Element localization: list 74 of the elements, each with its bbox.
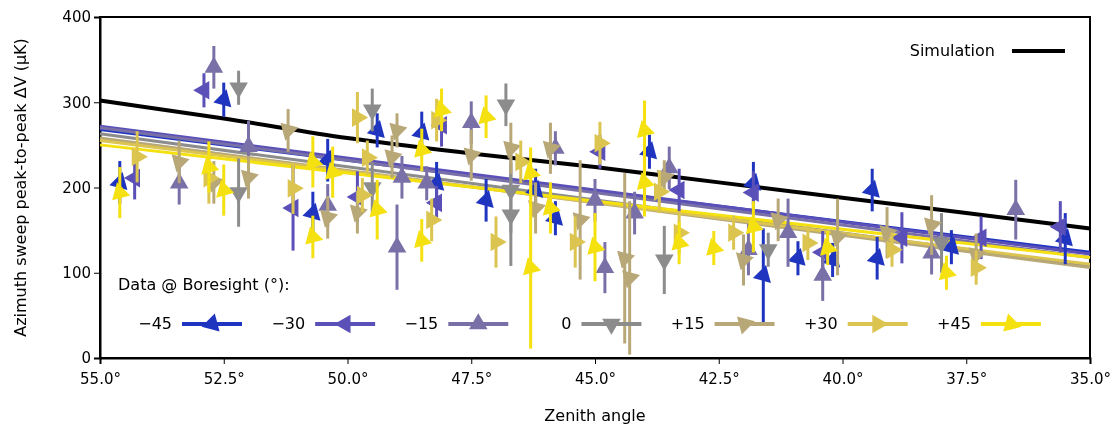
x-axis-title: Zenith angle [544, 406, 646, 425]
y-axis-title: Azimuth sweep peak-to-peak ΔV (µK) [11, 38, 30, 337]
point [938, 262, 957, 281]
point [813, 264, 833, 281]
point [216, 179, 235, 198]
point [478, 106, 497, 125]
legend-label: +45 [937, 314, 971, 333]
x-tick-label: 55.0° [80, 369, 121, 388]
legend-label: +30 [803, 314, 838, 333]
legend-label: −15 [404, 314, 439, 333]
point [287, 179, 304, 198]
y-tick-label: 300 [62, 93, 91, 112]
point [1006, 198, 1026, 216]
point [361, 148, 379, 167]
point [820, 237, 839, 256]
point [356, 185, 374, 205]
point [787, 247, 806, 266]
point [706, 237, 725, 256]
point [389, 122, 408, 141]
point [201, 156, 220, 175]
point [369, 199, 388, 218]
y-tick-label: 100 [62, 264, 91, 283]
y-tick-label: 400 [62, 8, 91, 27]
x-tick-label: 47.5° [451, 369, 493, 388]
point [352, 108, 369, 127]
point [941, 236, 959, 255]
point [490, 232, 507, 252]
legend-label: +15 [670, 314, 705, 333]
legend-label: Simulation [909, 41, 995, 60]
point [671, 232, 690, 251]
point [131, 147, 148, 167]
point [653, 182, 671, 202]
legend-label: −30 [271, 314, 306, 333]
legend-title: Data @ Boresight (°): [118, 275, 290, 294]
legend-label: −45 [138, 314, 172, 333]
point [523, 162, 542, 181]
x-tick-label: 40.0° [822, 369, 864, 388]
point [523, 257, 542, 276]
point [463, 147, 482, 166]
point [745, 216, 764, 235]
point [515, 152, 532, 172]
point [503, 140, 522, 159]
point [305, 226, 324, 245]
point [417, 172, 437, 189]
point [587, 236, 606, 255]
point [387, 236, 407, 253]
y-tick-label: 200 [62, 178, 91, 197]
point [325, 161, 344, 180]
x-tick-label: 37.5° [946, 369, 988, 388]
x-tick-label: 50.0° [327, 369, 369, 388]
point [778, 221, 798, 239]
x-tick-label: 52.5° [203, 369, 245, 388]
point [433, 99, 452, 118]
point [861, 179, 880, 198]
point [595, 256, 615, 274]
point [426, 210, 443, 230]
point [542, 140, 561, 159]
point [569, 232, 586, 252]
point [866, 247, 885, 266]
point [240, 169, 259, 188]
x-tick-label: 42.5° [698, 369, 740, 388]
point [542, 197, 561, 216]
point [636, 120, 655, 138]
point [636, 172, 655, 190]
point [280, 122, 299, 141]
point [112, 182, 131, 201]
x-tick-label: 35.0° [1070, 369, 1111, 388]
legend-label: 0 [561, 314, 572, 333]
point [414, 139, 433, 158]
y-tick-label: 0 [81, 349, 91, 368]
point [305, 151, 324, 170]
x-tick-label: 45.0° [575, 369, 616, 388]
point [594, 133, 611, 153]
point [414, 229, 433, 248]
